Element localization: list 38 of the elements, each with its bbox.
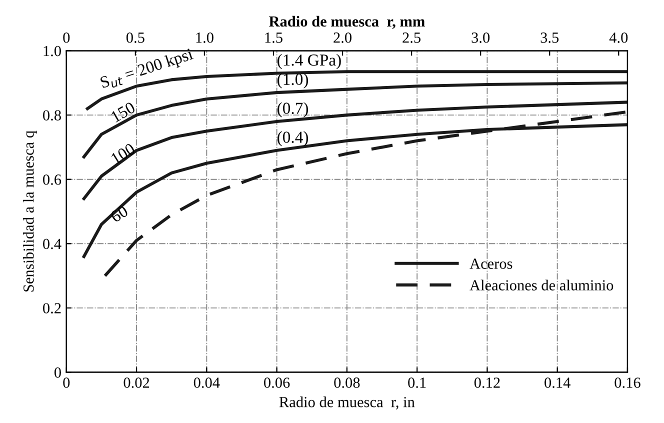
x-tick-label: 0.02 — [124, 378, 150, 388]
x2-tick-label: 3.0 — [472, 32, 490, 43]
x2-tick-label: 1.0 — [196, 32, 214, 43]
line-series — [82, 100, 628, 200]
x2-tick-label: 0.5 — [126, 32, 144, 43]
x-tick-label: 0.12 — [474, 378, 500, 388]
x2-tick-label: 2.5 — [402, 32, 421, 43]
x-tick-label: 0.08 — [334, 378, 360, 388]
x-tick-label: 0.1 — [408, 378, 426, 388]
y-tick-label: 0.4 — [43, 238, 62, 250]
x-tick-label: 0.06 — [264, 378, 290, 388]
x-tick-label: 0.16 — [614, 378, 640, 388]
annotation: (1.0) — [278, 73, 308, 88]
annotation: (1.4 GPa) — [278, 54, 341, 70]
y-axis-title: Sensibilidad a la muesca q — [23, 130, 37, 292]
x-tick-label: 0.04 — [194, 378, 220, 388]
annotation: 100 — [110, 142, 136, 164]
x-tick-label: 0.14 — [544, 378, 570, 388]
x2-tick-label: 4.0 — [609, 32, 628, 43]
x2-tick-label: 2.0 — [334, 32, 352, 43]
y-tick-label: 0.6 — [43, 174, 62, 185]
x2-tick-label: 1.5 — [265, 32, 282, 43]
annotation: 150 — [110, 101, 136, 123]
legend-label: Aleaciones de aluminio — [470, 280, 614, 290]
annotation: (0.7) — [278, 102, 308, 118]
annotation: S$_{ut}$ = 200 kpsi — [100, 48, 195, 92]
annotation: 60 — [110, 205, 129, 223]
y-tick-label: 0.2 — [43, 303, 61, 314]
x-tick-label: 0 — [63, 378, 70, 388]
y-tick-label: 0.8 — [43, 110, 61, 121]
y-tick-label: 0 — [54, 367, 61, 378]
legend-label: Aceros — [470, 258, 512, 269]
annotation: (0.4) — [278, 131, 308, 146]
x2-axis-title: Radio de muesca r, mm — [268, 16, 425, 29]
x-axis-title: Radio de muesca r, in — [279, 396, 415, 410]
y-tick-label: 1.0 — [44, 46, 61, 56]
x2-tick-label: 0 — [63, 32, 70, 43]
x2-tick-label: 3.5 — [540, 32, 559, 43]
